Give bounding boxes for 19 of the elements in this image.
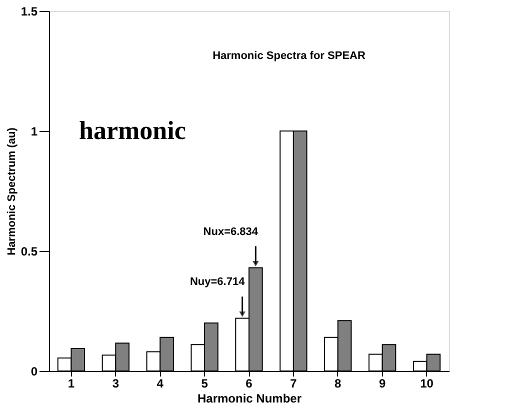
annotation: harmonic [79, 116, 186, 145]
y-tick-label: 0 [30, 364, 38, 378]
x-tick-label: 7 [290, 376, 298, 390]
x-tick-label: 6 [246, 376, 253, 390]
x-tick-label: 9 [378, 376, 386, 390]
x-axis-title: Harmonic Number [197, 392, 302, 406]
y-axis-title: Harmonic Spectrum (au) [6, 127, 18, 256]
text: Harmonic Spectra for SPEAR [212, 50, 366, 62]
x-tick-label: 3 [112, 376, 120, 390]
annotation: Nuy=6.714 [190, 276, 246, 288]
y-tick-label: 1.5 [20, 4, 38, 18]
x-tick-label: 4 [156, 376, 164, 390]
x-tick-label: 5 [201, 376, 208, 390]
x-tick-label: 1 [68, 376, 75, 390]
x-tick-label: 10 [420, 376, 434, 390]
annotation: Nux=6.834 [203, 226, 259, 238]
x-tick-label: 8 [334, 376, 342, 390]
y-tick-label: 0.5 [20, 244, 38, 258]
y-tick-label: 1 [30, 124, 38, 138]
